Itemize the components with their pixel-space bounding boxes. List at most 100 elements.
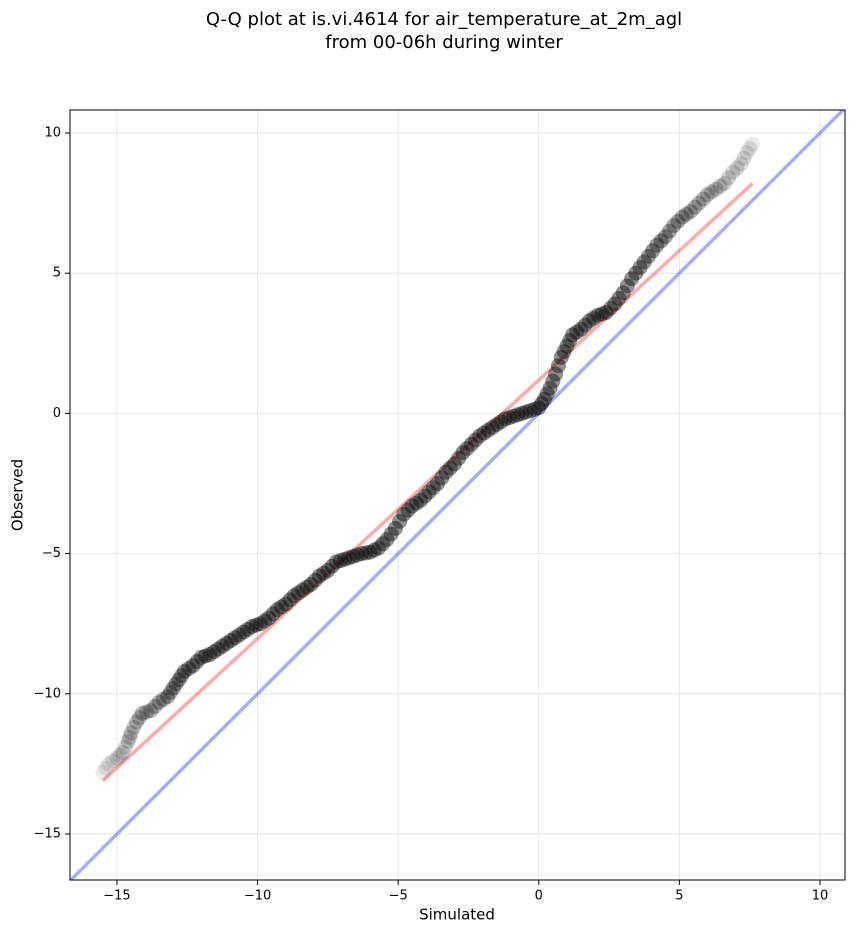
y-tick-label: 10 [44,125,61,140]
x-tick-label: 10 [812,889,829,904]
point-fill [736,150,752,166]
point-fill [518,404,534,420]
point-fill [742,140,758,156]
point [311,568,327,584]
point [252,616,268,632]
point [185,658,201,674]
point-fill [290,585,306,601]
x-tick-label: −10 [244,889,271,904]
x-tick-label: 5 [675,889,683,904]
point [115,745,131,761]
point-fill [240,621,256,637]
point [337,551,353,567]
point-fill [636,254,652,270]
point-fill [594,306,610,322]
point-fill [206,644,222,660]
point-fill [375,536,391,552]
point-fill [662,223,678,239]
point [446,456,462,472]
point [514,405,530,421]
point [176,663,192,679]
point-fill [539,386,555,402]
point-fill [467,432,483,448]
point-fill [459,440,475,456]
y-axis-label: Observed [9,459,27,531]
point-fill [162,684,178,700]
point [733,156,749,172]
point-fill [324,558,340,574]
point [615,285,631,301]
point-fill [687,199,703,215]
point-fill [562,332,578,348]
point-fill [98,760,114,776]
point-fill [383,526,399,542]
point-fill [586,310,602,326]
point [531,400,547,416]
point-fill [442,460,458,476]
point-fill [678,206,694,222]
point [674,209,690,225]
point [278,596,294,612]
point [362,544,378,560]
point [559,338,575,354]
point-fill [704,184,720,200]
y-tick-label: −15 [34,827,61,842]
point-fill [214,638,230,654]
point-fill [619,278,635,294]
point [328,554,344,570]
point [581,313,597,329]
point [370,540,386,556]
point [430,476,446,492]
point-fill [168,676,184,692]
point [744,136,760,152]
point [227,630,243,646]
grid [70,110,845,880]
point-fill [122,729,138,745]
point-fill [434,470,450,486]
point [725,164,741,180]
point-fill [147,698,163,714]
point-fill [189,654,205,670]
point [396,506,412,522]
point-fill [248,617,264,633]
point-fill [484,419,500,435]
point-fill [316,565,332,581]
point-fill [721,170,737,186]
point-fill [112,747,128,763]
point-fill [628,265,644,281]
chart-title: Q-Q plot at is.vi.4614 for air_temperatu… [206,9,682,30]
point-fill [417,488,433,504]
point-fill [117,739,133,755]
point-fill [729,160,745,176]
point-fill [366,542,382,558]
point-fill [451,450,467,466]
point [171,672,187,688]
point [590,307,606,323]
point [691,195,707,211]
point [345,548,361,564]
y-tick-label: 5 [53,266,61,281]
point-fill [265,606,281,622]
point-fill [611,290,627,306]
point-fill [550,358,566,374]
y-tick-label: −5 [42,546,61,561]
point [95,764,111,780]
point [165,680,181,696]
y-tick-label: −10 [34,686,61,701]
point [565,327,581,343]
point-fill [282,592,298,608]
chart-subtitle: from 00-06h during winter [325,32,563,53]
point-fill [333,553,349,569]
point [480,422,496,438]
point [134,705,150,721]
point [598,304,614,320]
point [286,588,302,604]
point [683,204,699,220]
point [624,271,640,287]
point-fill [131,710,147,726]
point [261,610,277,626]
point [269,602,285,618]
x-tick-label: 0 [535,889,543,904]
